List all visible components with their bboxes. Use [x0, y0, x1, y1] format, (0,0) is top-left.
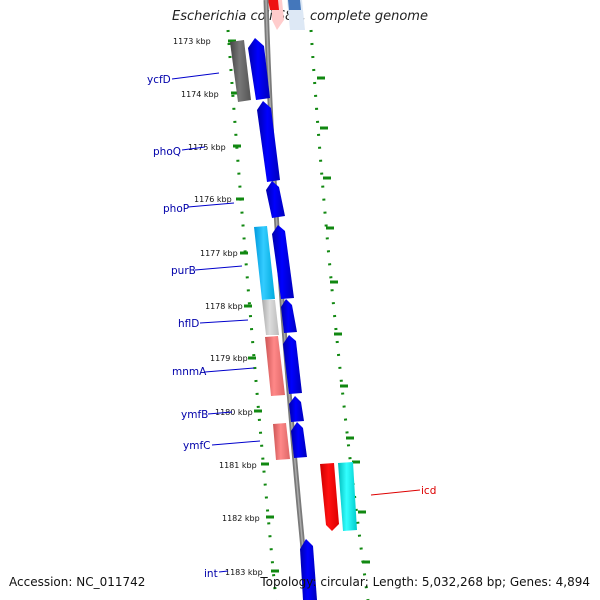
genome-summary: Topology: circular; Length: 5,032,268 bp… — [260, 575, 590, 589]
gene-feature-phoQ — [257, 101, 280, 182]
tick-label: 1178 kbp — [205, 302, 243, 311]
tick-label: 1176 kbp — [194, 195, 232, 204]
gene-feature-mnmA-cds — [283, 335, 302, 394]
tick-label: 1173 kbp — [173, 37, 211, 46]
gene-label-phoQ: phoQ — [153, 146, 181, 158]
gene-feature-hflD — [262, 300, 279, 335]
tick-marks — [228, 39, 370, 573]
gene-label-icd: icd — [421, 485, 436, 497]
tick-label: 1180 kbp — [215, 408, 253, 417]
label-pointers — [171, 72, 421, 573]
partial-features-top — [268, 0, 305, 30]
gene-feature-purB — [254, 226, 275, 300]
gene-feature-ycfD — [230, 40, 251, 102]
gene-features — [230, 38, 357, 600]
gene-label-ycfD: ycfD — [147, 74, 171, 86]
gene-feature-icd — [320, 463, 339, 531]
accession-label: Accession: NC_011742 — [9, 575, 146, 589]
gene-label-mnmA: mnmA — [172, 366, 207, 378]
tick-label: 1179 kbp — [210, 354, 248, 363]
tick-label: 1174 kbp — [181, 90, 219, 99]
outer-scale-ring — [309, 29, 370, 600]
gene-label-purB: purB — [171, 265, 196, 277]
tick-label: 1182 kbp — [222, 514, 260, 523]
gene-label-ymfB: ymfB — [181, 409, 208, 421]
gene-labels: ycfD phoQ phoP purB hflD mnmA ymfB ymfC … — [147, 74, 436, 580]
gene-label-phoP: phoP — [163, 203, 189, 215]
gene-label-int: int — [204, 568, 218, 580]
tick-label: 1183 kbp — [225, 568, 263, 577]
gene-label-hflD: hflD — [178, 318, 199, 330]
tick-label: 1175 kbp — [188, 143, 226, 152]
gene-feature-hflD-cds — [281, 299, 297, 333]
gene-feature-ymfC-cds — [291, 422, 307, 458]
tick-labels: 1173 kbp 1174 kbp 1175 kbp 1176 kbp 1177… — [173, 37, 263, 577]
tick-label: 1177 kbp — [200, 249, 238, 258]
tick-label: 1181 kbp — [219, 461, 257, 470]
gene-feature-phoP — [266, 181, 285, 218]
gene-feature-int — [300, 539, 317, 600]
gene-feature-icd-neighbor — [338, 462, 357, 531]
gene-feature-mnmA — [265, 336, 285, 396]
gene-label-ymfC: ymfC — [183, 440, 210, 452]
inner-scale-ring — [226, 29, 278, 600]
gene-feature-ymfC — [273, 423, 290, 460]
gene-feature-ycfD-cds — [248, 38, 270, 100]
gene-feature-purB-cds — [272, 225, 294, 299]
gene-feature-ymfB — [289, 396, 304, 422]
